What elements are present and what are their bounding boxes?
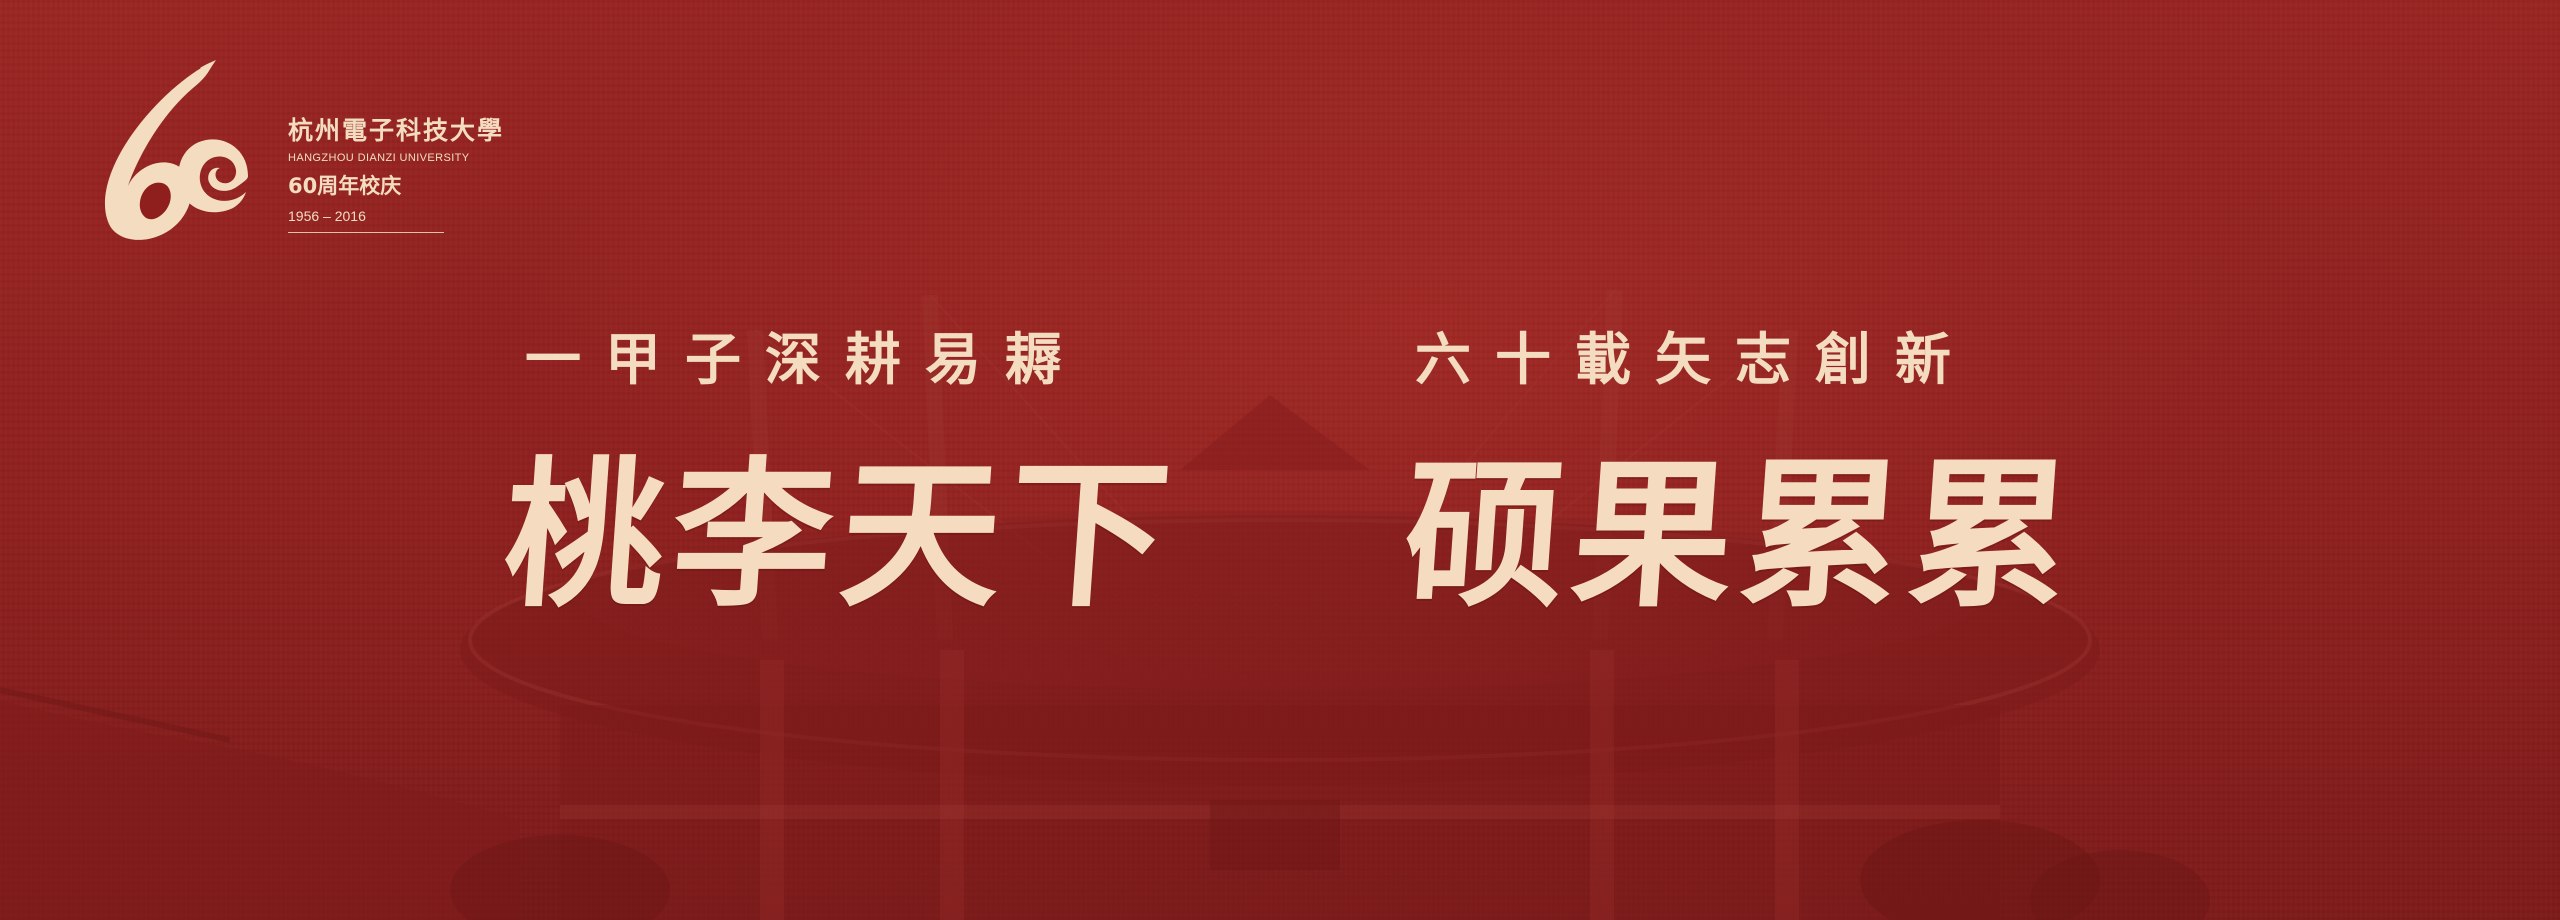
anniversary-years: 1956 – 2016 — [288, 208, 366, 224]
university-name-chinese: 杭州電子科技大學 — [288, 116, 505, 145]
university-logo: 杭州電子科技大學 HANGZHOU DIANZI UNIVERSITY 60周年… — [88, 58, 508, 248]
university-name-english: HANGZHOU DIANZI UNIVERSITY — [288, 152, 470, 164]
slogan-subtitle-right: 六十載矢志創新 — [1415, 327, 1975, 393]
slogan-main-left: 桃李天下 — [498, 441, 1184, 629]
sixty-anniversary-mark-icon — [104, 60, 248, 240]
slogan-subtitle-left: 一甲子深耕易耨 — [525, 327, 1085, 393]
anniversary-label: 60周年校庆 — [288, 174, 402, 198]
slogan-main-right: 硕果累累 — [1398, 441, 2084, 629]
logo-text-block: 杭州電子科技大學 HANGZHOU DIANZI UNIVERSITY 60周年… — [288, 116, 508, 233]
logo-divider — [288, 232, 444, 233]
